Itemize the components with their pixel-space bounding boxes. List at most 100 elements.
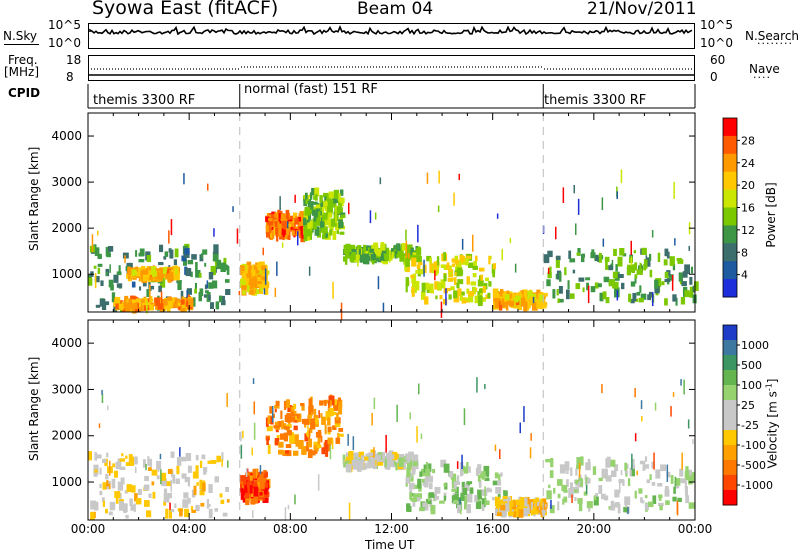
power-echo-cell — [218, 295, 223, 303]
power-echo-cell — [679, 281, 683, 285]
velocity-echo-cell — [129, 498, 133, 507]
power-echo-streak — [434, 270, 436, 281]
power-echo-streak — [124, 255, 126, 264]
power-echo-cell — [286, 224, 292, 228]
velocity-echo-cell — [113, 470, 118, 478]
velocity-echo-cell — [358, 451, 364, 457]
power-echo-cell — [594, 282, 599, 289]
velocity-colorbar-label-2: 100 — [741, 379, 762, 392]
power-echo-cell — [288, 221, 295, 227]
velocity-echo-cell — [533, 498, 539, 504]
velocity-echo-cell — [638, 488, 643, 494]
velocity-echo-cell — [409, 492, 413, 500]
power-echo-cell — [672, 264, 676, 271]
velocity-echo-cell — [587, 458, 591, 464]
velocity-echo-streak — [245, 468, 248, 478]
power-echo-cell — [482, 297, 486, 302]
power-echo-cell — [369, 248, 374, 252]
power-echo-cell — [577, 248, 581, 256]
velocity-echo-cell — [557, 493, 561, 499]
velocity-colorbar-segment — [723, 415, 737, 431]
velocity-echo-cell — [411, 466, 416, 475]
velocity-echo-cell — [219, 493, 223, 498]
power-echo-cell — [477, 279, 482, 287]
velocity-echo-cell — [264, 472, 268, 478]
power-colorbar-label-4: 12 — [741, 224, 755, 237]
power-echo-cell — [675, 297, 678, 306]
power-colorbar-label-1: 24 — [741, 157, 755, 170]
velocity-echo-cell — [275, 429, 279, 433]
power-echo-streak — [602, 238, 605, 247]
velocity-echo-cell — [124, 490, 128, 494]
velocity-echo-cell — [467, 481, 471, 486]
power-echo-cell — [680, 297, 686, 305]
nsearch-tick-top: 10^5 — [700, 18, 733, 32]
power-echo-cell — [324, 200, 327, 204]
station-title: Syowa East (fitACF) — [92, 0, 279, 19]
velocity-echo-cell — [423, 464, 427, 473]
velocity-echo-cell — [434, 486, 441, 494]
velocity-echo-cell — [540, 500, 543, 507]
power-echo-cell — [468, 262, 474, 266]
power-echo-cell — [689, 292, 693, 298]
power-echo-cell — [457, 279, 464, 285]
velocity-echo-cell — [481, 471, 486, 480]
power-echo-cell — [435, 295, 438, 300]
power-echo-cell — [356, 246, 361, 255]
velocity-echo-cell — [265, 417, 269, 427]
power-echo-streak — [673, 181, 675, 199]
velocity-echo-cell — [93, 471, 98, 477]
power-echo-cell — [481, 280, 484, 287]
velocity-echo-cell — [515, 499, 522, 506]
power-echo-cell — [527, 290, 533, 300]
power-echo-cell — [542, 292, 548, 297]
power-echo-cell — [359, 255, 364, 263]
power-echo-cell — [177, 305, 183, 310]
velocity-echo-streak — [373, 397, 376, 410]
velocity-echo-cell — [152, 491, 156, 499]
power-echo-streak — [423, 259, 425, 277]
power-echo-cell — [216, 259, 222, 270]
velocity-echo-streak — [641, 416, 643, 422]
power-echo-cell — [456, 282, 460, 289]
velocity-echo-cell — [692, 472, 695, 482]
velocity-echo-cell — [201, 454, 206, 460]
power-echo-cell — [648, 291, 654, 298]
power-echo-cell — [419, 269, 425, 275]
power-echo-cell — [116, 271, 122, 276]
velocity-ytick-label-2: 3000 — [51, 382, 82, 396]
velocity-echo-streak — [145, 463, 147, 471]
power-echo-cell — [452, 263, 456, 267]
power-echo-cell — [115, 301, 119, 310]
power-echo-cell — [265, 225, 272, 230]
power-echo-cell — [111, 292, 116, 303]
power-echo-cell — [241, 265, 245, 272]
power-echo-cell — [630, 281, 636, 287]
velocity-ytick-label-0: 1000 — [51, 475, 82, 489]
power-echo-streak — [276, 261, 278, 276]
velocity-echo-cell — [325, 449, 329, 457]
power-echo-cell — [450, 286, 455, 291]
power-echo-cell — [313, 213, 317, 222]
velocity-echo-cell — [199, 460, 203, 468]
power-echo-cell — [684, 290, 690, 298]
power-colorbar-segment — [723, 135, 737, 155]
velocity-echo-cell — [658, 496, 662, 501]
power-echo-cell — [191, 254, 197, 260]
velocity-echo-cell — [395, 462, 398, 471]
power-echo-cell — [557, 298, 560, 303]
power-echo-cell — [334, 199, 338, 203]
power-echo-streak — [645, 255, 648, 260]
velocity-echo-cell — [187, 477, 191, 487]
velocity-echo-cell — [147, 456, 150, 466]
velocity-echo-cell — [193, 485, 197, 496]
power-echo-cell — [328, 212, 333, 216]
velocity-echo-cell — [424, 504, 429, 511]
power-echo-cell — [243, 270, 246, 275]
power-echo-cell — [198, 292, 202, 302]
velocity-echo-cell — [266, 425, 273, 432]
velocity-echo-streak — [674, 476, 677, 487]
power-echo-cell — [335, 222, 339, 231]
velocity-echo-cell — [394, 461, 397, 466]
